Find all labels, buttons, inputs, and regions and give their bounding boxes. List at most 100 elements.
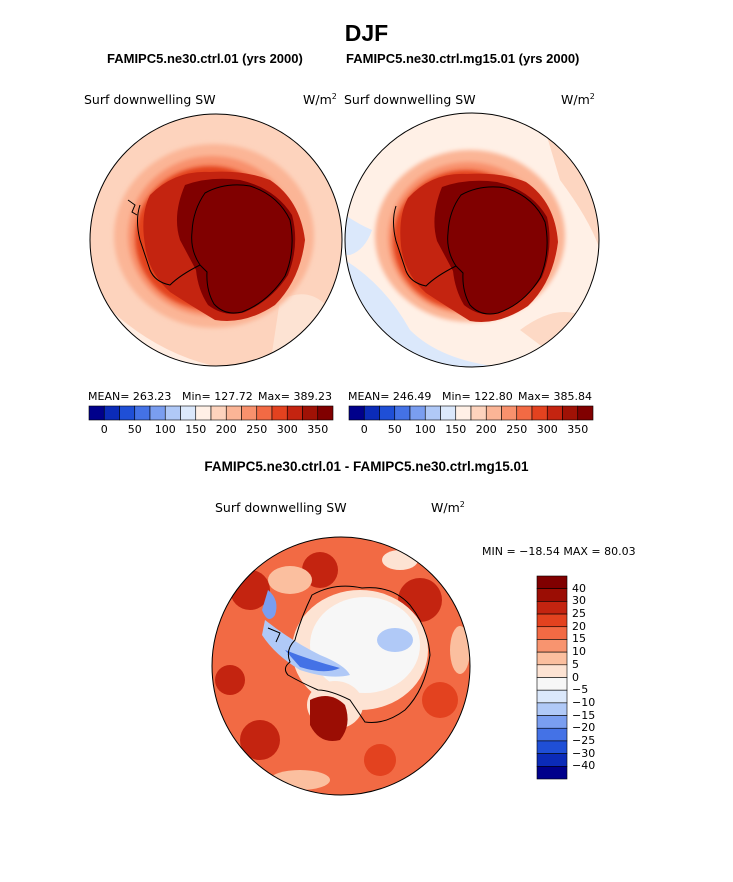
diff-colorbar-tick-label: −15	[572, 708, 596, 722]
diff-colorbar-tick-label: −30	[572, 746, 596, 760]
panel-2-colorbar-tick-label: 0	[360, 423, 368, 436]
diff-colorbar-tick-label: 20	[572, 619, 586, 633]
panel-1-colorbar-box	[302, 405, 319, 421]
panel-1-field-label: Surf downwelling SW	[84, 92, 216, 107]
panel-1-colorbar-box	[210, 405, 227, 421]
panel-1-colorbar-box	[195, 405, 212, 421]
panel-1-units: W/m2	[303, 92, 337, 108]
panel-2-field-label: Surf downwelling SW	[344, 92, 476, 107]
panel-1-colorbar-box	[286, 405, 303, 421]
panel-2-title: FAMIPC5.ne30.ctrl.mg15.01 (yrs 2000)	[346, 51, 580, 66]
diff-colorbar	[536, 575, 568, 780]
diff-colorbar-tick-label: −5	[572, 683, 589, 697]
panel-2-min: Min= 122.80	[442, 390, 513, 403]
panel-2-colorbar-box	[470, 405, 487, 421]
panel-1-colorbar-box	[88, 405, 105, 421]
diff-colorbar-box	[536, 766, 568, 780]
panel-2-colorbar-box	[577, 405, 594, 421]
panel-1-colorbar-box	[134, 405, 151, 421]
panel-2-colorbar-box	[455, 405, 472, 421]
diff-colorbar-box	[536, 677, 568, 691]
panel-2-colorbar-box	[546, 405, 563, 421]
diff-colorbar-tick-label: −10	[572, 695, 596, 709]
panel-2-colorbar-box	[379, 405, 396, 421]
diff-colorbar-tick-label: 10	[572, 645, 586, 659]
panel-2-mean: MEAN= 246.49	[348, 390, 432, 403]
panel-1-colorbar-box	[164, 405, 181, 421]
panel-1-colorbar-box	[180, 405, 197, 421]
panel-1-title: FAMIPC5.ne30.ctrl.01 (yrs 2000)	[107, 51, 303, 66]
panel-2-colorbar-tick-label: 150	[445, 423, 467, 436]
panel-2-max: Max= 385.84	[518, 390, 592, 403]
diff-minmax: MIN = −18.54 MAX = 80.03	[482, 545, 636, 558]
panel-1-mean: MEAN= 263.23	[88, 390, 172, 403]
panel-2-colorbar-box	[363, 405, 380, 421]
diff-colorbar-box	[536, 639, 568, 653]
diff-map	[212, 537, 470, 795]
panel-2-colorbar	[348, 405, 594, 421]
diff-panel-title: FAMIPC5.ne30.ctrl.01 - FAMIPC5.ne30.ctrl…	[204, 459, 529, 474]
panel-2-colorbar-tick-label: 350	[567, 423, 589, 436]
panel-2-colorbar-box	[562, 405, 579, 421]
panel-1-colorbar-tick-label: 0	[100, 423, 108, 436]
panel-2-colorbar-box	[516, 405, 533, 421]
panel-1-colorbar-box	[241, 405, 258, 421]
diff-colorbar-box	[536, 702, 568, 716]
diff-colorbar-box	[536, 601, 568, 615]
panel-2-colorbar-box	[440, 405, 457, 421]
diff-colorbar-tick-label: −20	[572, 721, 596, 735]
diff-colorbar-box	[536, 715, 568, 729]
panel-1-map	[90, 114, 342, 366]
panel-1-colorbar-tick-label: 100	[154, 423, 176, 436]
panel-2-colorbar-box	[485, 405, 502, 421]
panel-2-units: W/m2	[561, 92, 595, 108]
panel-2-colorbar-box	[409, 405, 426, 421]
diff-colorbar-box	[536, 740, 568, 754]
panel-1-colorbar-box	[271, 405, 288, 421]
diff-colorbar-tick-label: 30	[572, 594, 586, 608]
diff-colorbar-box	[536, 689, 568, 704]
diff-colorbar-box	[536, 651, 568, 666]
diff-colorbar-tick-label: 0	[572, 670, 579, 684]
panel-1-colorbar-tick-label: 350	[307, 423, 329, 436]
diff-field-label: Surf downwelling SW	[215, 500, 347, 515]
panel-2-colorbar-box	[394, 405, 411, 421]
panel-2-colorbar-tick-label: 50	[387, 423, 402, 436]
panel-1-colorbar-box	[256, 405, 273, 421]
diff-colorbar-box	[536, 588, 568, 602]
diff-colorbar-tick-label: −40	[572, 759, 596, 773]
panel-2-colorbar-box	[531, 405, 548, 421]
diff-colorbar-box	[536, 613, 568, 628]
diff-colorbar-box	[536, 664, 568, 678]
diff-colorbar-tick-label: 40	[572, 581, 586, 595]
panel-1-min: Min= 127.72	[182, 390, 253, 403]
panel-1-colorbar-tick-label: 300	[276, 423, 298, 436]
panel-2-colorbar-tick-label: 250	[506, 423, 528, 436]
panel-1-colorbar-tick-label: 200	[215, 423, 237, 436]
panel-1-max: Max= 389.23	[258, 390, 332, 403]
panel-2-colorbar-box	[501, 405, 518, 421]
panel-2-colorbar-tick-label: 200	[475, 423, 497, 436]
panel-2-colorbar-box	[424, 405, 441, 421]
panel-2-colorbar-tick-label: 300	[536, 423, 558, 436]
panel-1-colorbar-tick-label: 150	[185, 423, 207, 436]
panel-1-colorbar-box	[103, 405, 120, 421]
diff-units: W/m2	[431, 500, 465, 516]
panel-1-colorbar-box	[149, 405, 166, 421]
panel-1-colorbar-tick-label: 50	[127, 423, 142, 436]
diff-colorbar-box	[536, 727, 568, 742]
panel-2-colorbar-tick-label: 100	[414, 423, 436, 436]
diff-colorbar-tick-label: 25	[572, 607, 586, 621]
diff-colorbar-tick-label: 15	[572, 632, 586, 646]
diff-colorbar-box	[536, 575, 568, 589]
panel-1-colorbar	[88, 405, 334, 421]
panel-2-colorbar-box	[348, 405, 365, 421]
figure-title: DJF	[344, 20, 389, 46]
diff-colorbar-tick-label: 5	[572, 657, 579, 671]
panel-1-colorbar-box	[317, 405, 334, 421]
diff-colorbar-tick-label: −25	[572, 733, 596, 747]
panel-2-map	[345, 113, 599, 367]
panel-1-colorbar-box	[119, 405, 136, 421]
diff-colorbar-box	[536, 753, 568, 767]
